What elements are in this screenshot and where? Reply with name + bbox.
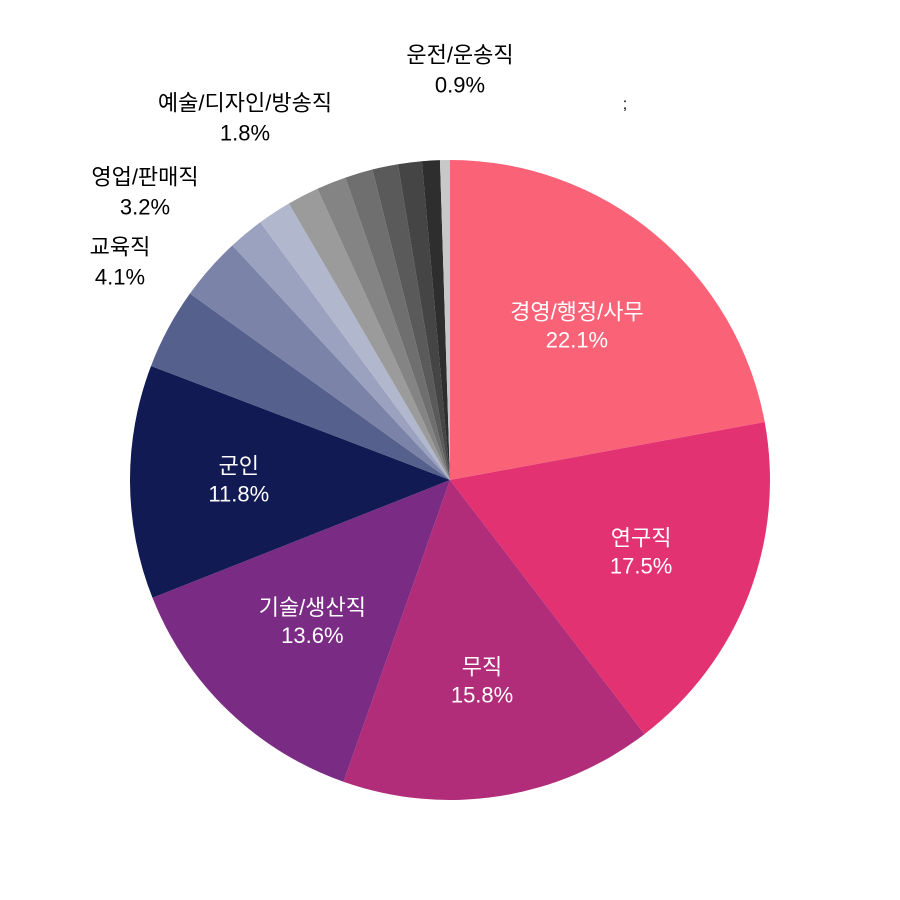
pie-chart: 경영/행정/사무 22.1% 연구직 17.5% 무직 15.8% 기술/생산직 13.6% 군… [0,0,900,900]
slice-label-percent: 1.8% [158,118,332,148]
slice-label-percent: 13.6% [281,623,343,648]
slice-label-name: 영업/판매직 [91,162,198,192]
slice-label-name: 무직 [462,654,502,679]
slice-external-label: 교육직4.1% [90,232,151,291]
slice-external-label: 예술/디자인/방송직1.8% [158,88,332,147]
slice-label-percent: 22.1% [546,328,608,353]
slice-label-name: 예술/디자인/방송직 [158,88,332,118]
slice-label-name: 군인 [219,453,259,478]
slice-label-name: 연구직 [611,526,672,551]
slice-external-label: 운전/운송직0.9% [406,40,513,99]
slice-label-percent: 15.8% [451,682,513,707]
slice-label-name: 운전/운송직 [406,40,513,70]
slice-label-name: 경영/행정/사무 [510,300,644,325]
slice-label-percent: 3.2% [91,192,198,222]
slice-label-name: 기술/생산직 [259,595,366,620]
stray-mark: ; [623,94,627,116]
pie-svg: 경영/행정/사무 22.1% 연구직 17.5% 무직 15.8% 기술/생산직 13.6% 군… [0,0,900,900]
slice-label-percent: 4.1% [90,262,151,292]
slice-label-percent: 0.9% [406,70,513,100]
slice-external-label: 영업/판매직3.2% [91,162,198,221]
slice-label-name: 교육직 [90,232,151,262]
slice-label-percent: 11.8% [208,481,269,506]
slice-label-percent: 17.5% [610,554,672,579]
